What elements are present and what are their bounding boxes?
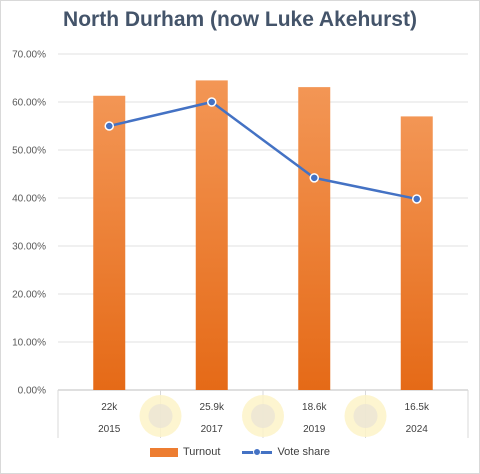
point-vote-share xyxy=(412,194,422,204)
bar-turnout xyxy=(195,80,228,391)
y-tick-label: 10.00% xyxy=(12,338,46,349)
legend-swatch-vote-share xyxy=(242,446,273,458)
y-tick-label: 0.00% xyxy=(18,386,46,397)
y-tick-label: 30.00% xyxy=(12,242,46,253)
y-tick-label: 40.00% xyxy=(12,194,46,205)
watermark-emblem xyxy=(148,404,173,428)
watermark-emblem xyxy=(251,404,275,428)
legend-item-turnout: Turnout xyxy=(149,446,221,458)
x-sublabel: 22k xyxy=(101,402,118,413)
line-vote-share xyxy=(108,100,418,201)
y-tick-label: 70.00% xyxy=(12,50,46,61)
point-vote-share xyxy=(104,121,114,131)
x-sublabel: 18.6k xyxy=(302,402,327,413)
x-tick-label: 2017 xyxy=(201,424,224,435)
bar-turnout xyxy=(93,95,126,390)
watermark-emblem xyxy=(353,404,378,428)
point-vote-share xyxy=(309,173,319,183)
bar-turnout xyxy=(400,116,433,391)
legend-swatch-turnout xyxy=(149,447,178,457)
y-tick-label: 60.00% xyxy=(12,98,46,109)
legend-label-vote-share: Vote share xyxy=(277,446,331,458)
point-vote-share xyxy=(207,97,217,107)
x-tick-label: 2019 xyxy=(303,424,326,435)
y-tick-label: 20.00% xyxy=(12,290,46,301)
x-tick-label: 2015 xyxy=(98,424,121,435)
bar-turnout xyxy=(298,87,331,391)
x-tick-label: 2024 xyxy=(406,424,429,435)
legend-label-turnout: Turnout xyxy=(182,446,221,458)
legend-item-vote-share: Vote share xyxy=(242,446,330,458)
x-sublabel: 25.9k xyxy=(200,402,225,413)
x-sublabel: 16.5k xyxy=(405,402,430,413)
y-tick-label: 50.00% xyxy=(12,146,46,157)
legend: Turnout Vote share xyxy=(0,446,480,458)
chart-title: North Durham (now Luke Akehurst) xyxy=(63,8,417,31)
